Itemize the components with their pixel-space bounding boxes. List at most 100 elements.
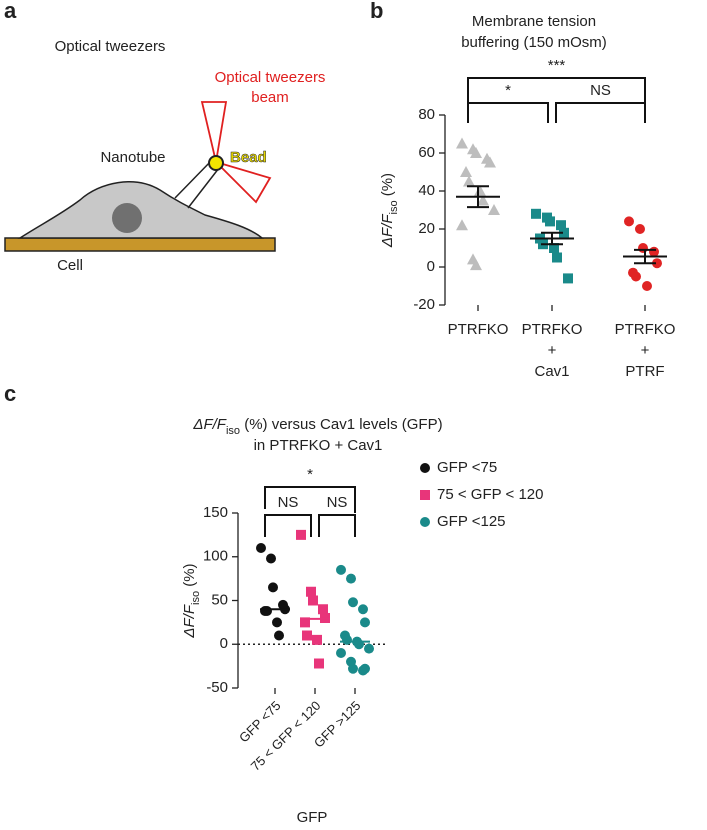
point: [272, 617, 282, 628]
significance-label: *: [505, 82, 511, 99]
y-axis-label-part: ΔF/F: [379, 214, 396, 248]
significance-bracket: [467, 77, 646, 106]
x-tick-label: PTRF: [625, 363, 664, 380]
point: [336, 564, 346, 575]
point: [470, 147, 482, 158]
y-tick-label: 60: [418, 144, 435, 161]
point: [360, 663, 370, 674]
chart-title-part: (%) versus Cav1 levels (GFP): [240, 416, 443, 433]
panel-letter: b: [370, 0, 383, 23]
x-tick-label: Cav1: [534, 363, 569, 380]
point: [631, 271, 641, 282]
x-tick-label: PTRFKO: [615, 321, 676, 338]
chart-title-part: iso: [226, 425, 240, 437]
point: [460, 166, 472, 177]
point: [358, 604, 368, 615]
point: [302, 630, 312, 641]
point: [642, 281, 652, 291]
point: [635, 224, 645, 234]
y-tick-label: 40: [418, 182, 435, 199]
point: [624, 216, 634, 227]
legend-label: 75 < GFP < 120: [437, 486, 543, 503]
significance-bracket: [467, 102, 549, 123]
diagram: Optical tweezers Optical tweezers beam B…: [4, 38, 326, 274]
point: [308, 595, 318, 606]
y-axis-label: ΔF/Fiso (%): [181, 563, 202, 638]
point: [456, 219, 468, 231]
x-tick-label: PTRFKO: [448, 321, 509, 338]
significance-bracket: [555, 102, 646, 123]
point: [274, 630, 284, 641]
y-axis-label-part: (%): [181, 563, 198, 591]
bead-label: Bead: [230, 149, 267, 166]
point: [336, 648, 346, 658]
diagram-title: Optical tweezers: [55, 38, 166, 55]
chart-title: ΔF/Fiso (%) versus Cav1 levels (GFP): [192, 416, 442, 437]
y-tick-label: -50: [206, 679, 228, 696]
significance-label: *: [307, 466, 313, 483]
point: [420, 517, 430, 527]
chart-title: buffering (150 mOsm): [461, 34, 607, 51]
y-tick-label: 0: [427, 258, 435, 275]
nucleus: [112, 203, 142, 233]
x-tick-label: +: [641, 342, 650, 359]
nanotube-label: Nanotube: [100, 149, 165, 166]
point: [268, 582, 278, 593]
chart-title-part: in PTRFKO + Cav1: [254, 437, 383, 454]
error-bar: [467, 185, 489, 209]
y-axis-label-part: ΔF/F: [181, 604, 198, 638]
point: [346, 573, 356, 584]
point: [314, 658, 324, 669]
point: [488, 204, 500, 215]
substrate: [4, 237, 276, 252]
point: [549, 243, 559, 253]
significance-bracket: [264, 514, 312, 537]
point: [484, 156, 496, 168]
significance-label: ***: [548, 57, 566, 74]
point: [652, 258, 662, 269]
point: [348, 597, 358, 608]
y-tick-label: 100: [203, 548, 228, 565]
point: [649, 246, 659, 257]
chart-title-part: Membrane tension: [472, 13, 596, 30]
y-tick-label: 150: [203, 504, 228, 521]
significance-bracket: [318, 514, 356, 537]
point: [470, 259, 482, 271]
error-bar: [634, 248, 656, 265]
point: [638, 243, 648, 253]
y-axis-label: ΔF/Fiso (%): [379, 173, 400, 248]
significance-label: NS: [327, 494, 348, 511]
panel-letter: c: [4, 381, 16, 406]
point: [364, 643, 374, 654]
y-axis-label-part: iso: [190, 591, 202, 605]
significance-bracket: [264, 486, 356, 513]
point: [420, 490, 430, 500]
point: [545, 216, 555, 227]
legend-label: GFP <125: [437, 513, 506, 530]
y-tick-label: 80: [418, 106, 435, 123]
y-axis-label-part: iso: [388, 200, 400, 214]
point: [420, 463, 430, 473]
y-tick-label: 0: [220, 635, 228, 652]
x-tick-label: 75 < GFP < 120: [248, 698, 324, 774]
point: [318, 604, 328, 615]
laser-beam: [200, 101, 272, 204]
significance-label: NS: [590, 82, 611, 99]
chart-title: Membrane tension: [472, 13, 596, 30]
beam-label: beam: [251, 89, 289, 106]
y-tick-label: 50: [211, 591, 228, 608]
point: [463, 175, 475, 187]
chart-title: in PTRFKO + Cav1: [254, 437, 383, 454]
point: [262, 606, 272, 616]
y-axis-label-part: (%): [379, 173, 396, 201]
cell-label: Cell: [57, 257, 83, 274]
point: [360, 617, 370, 628]
beam-label: Optical tweezers: [215, 69, 326, 86]
point: [552, 252, 562, 263]
point: [306, 586, 316, 597]
point: [531, 208, 541, 219]
y-tick-label: -20: [413, 296, 435, 313]
point: [556, 220, 566, 231]
cell-body: [17, 181, 265, 239]
